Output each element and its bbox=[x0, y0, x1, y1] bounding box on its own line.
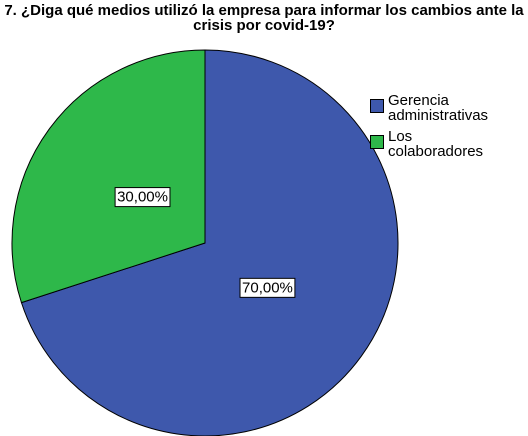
chart-title: 7. ¿Diga qué medios utilizó la empresa p… bbox=[4, 2, 524, 34]
data-label: 30,00% bbox=[117, 189, 168, 206]
pie-slice bbox=[20, 49, 399, 436]
data-label-box bbox=[239, 277, 296, 298]
legend-label: Los colaboradores bbox=[388, 128, 484, 160]
legend-label: Gerencia administrativas bbox=[388, 92, 489, 124]
legend: Gerencia administrativas Los colaboradore… bbox=[370, 93, 520, 165]
pie-slice bbox=[11, 49, 206, 304]
data-label-box bbox=[114, 187, 171, 208]
data-label: 70,00% bbox=[242, 279, 293, 296]
legend-swatch bbox=[370, 99, 384, 113]
legend-item: Los colaboradores bbox=[370, 129, 520, 159]
legend-swatch bbox=[370, 135, 384, 149]
legend-item: Gerencia administrativas bbox=[370, 93, 520, 123]
